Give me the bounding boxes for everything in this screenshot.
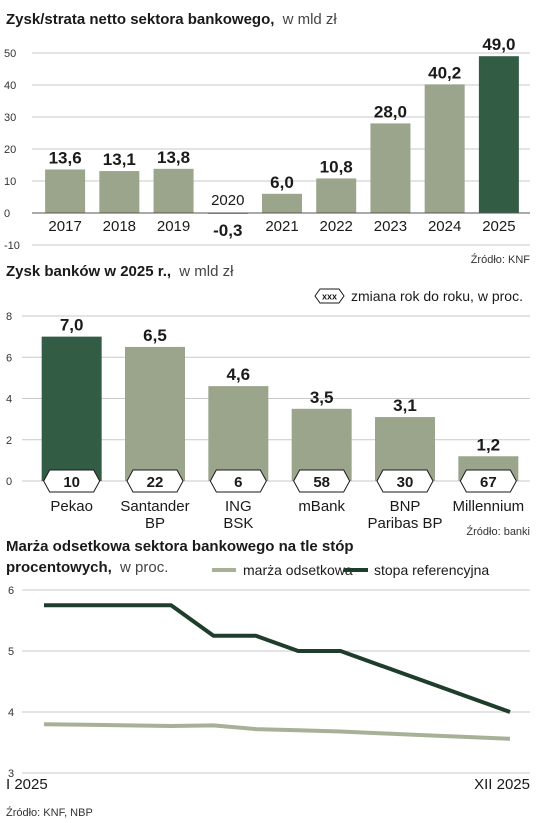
value-label: 49,0 (482, 35, 515, 54)
category-label: 2022 (320, 218, 353, 235)
legend-stopa-label: stopa referencyjna (374, 562, 489, 578)
y-tick-label: 4 (8, 707, 14, 719)
category-label: Pekao (50, 498, 93, 515)
y-tick-label: 8 (6, 311, 12, 323)
chart3-legend: marża odsetkowa stopa referencyjna (212, 562, 489, 578)
category-label: Paribas BP (367, 515, 442, 532)
yoy-badge (293, 469, 351, 493)
y-tick-label: 4 (6, 394, 12, 406)
category-label: 2023 (374, 218, 407, 235)
yoy-badge-value: 10 (63, 474, 80, 491)
yoy-badge-value: 6 (234, 474, 242, 491)
y-tick-label: 10 (4, 176, 16, 188)
chart1-title: Zysk/strata netto sektora bankowego, w m… (6, 11, 337, 28)
y-tick-label: 0 (6, 476, 12, 488)
value-label: 13,6 (49, 148, 82, 167)
chart3-margin-vs-rate: 3 4 5 6 I 2025 XII 2025 (6, 585, 530, 793)
category-label: 2019 (157, 218, 190, 235)
value-label: 28,0 (374, 102, 407, 121)
legend-marza-label: marża odsetkowa (243, 562, 353, 578)
y-tick-label: 0 (4, 208, 10, 220)
value-label: 10,8 (320, 157, 353, 176)
yoy-badge (43, 469, 101, 493)
bar (424, 84, 465, 213)
y-tick-label: 40 (4, 80, 16, 92)
category-label: BSK (223, 515, 253, 532)
value-label: 4,6 (227, 365, 251, 384)
chart1-source: Źródło: KNF (471, 253, 531, 266)
bar (99, 171, 140, 213)
chart3-title-line1: Marża odsetkowa sektora bankowego na tle… (6, 538, 354, 555)
legend-yoy-label: zmiana rok do roku, w proc. (351, 288, 523, 304)
y-tick-label: 2 (6, 435, 12, 447)
yoy-badge-value: 22 (147, 474, 164, 491)
bar (153, 168, 194, 213)
y-tick-label: 6 (8, 585, 14, 597)
yoy-badge-value: 58 (313, 474, 330, 491)
yoy-badge (459, 469, 517, 493)
value-label: -0,3 (213, 221, 242, 240)
yoy-badge-value: 30 (397, 474, 414, 491)
value-label: 40,2 (428, 63, 461, 82)
bar (316, 178, 357, 213)
category-label: BP (145, 515, 165, 532)
category-label: mBank (298, 498, 345, 515)
x-tick-label-start: I 2025 (6, 776, 48, 793)
bar (262, 193, 302, 213)
chart2-legend: xxx zmiana rok do roku, w proc. (314, 288, 523, 304)
y-tick-label: 20 (4, 144, 16, 156)
chart3-source: Źródło: KNF, NBP (6, 806, 93, 819)
chart2-source: Źródło: banki (466, 525, 530, 538)
bar (208, 386, 269, 481)
category-label: 2024 (428, 218, 461, 235)
bar (45, 169, 86, 213)
bar (125, 346, 185, 481)
y-tick-label: 5 (8, 646, 14, 658)
bar (41, 336, 102, 481)
series-line-stopa (44, 603, 511, 714)
x-tick-label-end: XII 2025 (474, 776, 530, 793)
chart1-profit-sector: -10 0 10 20 30 40 50 13,6 2017 13,1 2018 13,8 2019 20… (4, 35, 530, 252)
value-label: 3,5 (310, 388, 334, 407)
yoy-badge (209, 469, 267, 493)
chart2-title: Zysk banków w 2025 r., w mld zł (6, 263, 234, 280)
legend-badge-symbol (314, 288, 345, 304)
y-tick-label: 6 (6, 352, 12, 364)
yoy-badge-value: 67 (480, 474, 497, 491)
category-label: Millennium (452, 498, 524, 515)
y-tick-label: 50 (4, 48, 16, 60)
legend-badge-text: xxx (322, 292, 337, 302)
bar (478, 56, 519, 214)
yoy-badge (376, 469, 434, 493)
series-line-marza (43, 722, 511, 741)
value-label: 1,2 (477, 435, 501, 454)
value-label: 3,1 (393, 396, 417, 415)
category-label: Santander (120, 498, 189, 515)
yoy-badge (126, 469, 184, 493)
value-label: 7,0 (60, 316, 84, 335)
y-tick-label: 3 (8, 768, 14, 780)
category-label: 2017 (48, 218, 81, 235)
value-label: 13,1 (103, 150, 136, 169)
bar (370, 123, 411, 213)
y-tick-label: -10 (4, 240, 20, 252)
y-tick-label: 30 (4, 112, 16, 124)
category-label: 2018 (103, 218, 136, 235)
category-label: BNP (390, 498, 421, 515)
value-label: 13,8 (157, 148, 190, 167)
category-label: 2021 (265, 218, 298, 235)
value-label: 6,0 (270, 173, 294, 192)
bar (291, 408, 352, 481)
category-label: ING (225, 498, 252, 515)
chart3-title-line2: procentowych, w proc. (6, 559, 168, 576)
category-label: 2020 (211, 192, 244, 209)
value-label: 6,5 (143, 326, 167, 345)
category-label: 2025 (482, 218, 515, 235)
